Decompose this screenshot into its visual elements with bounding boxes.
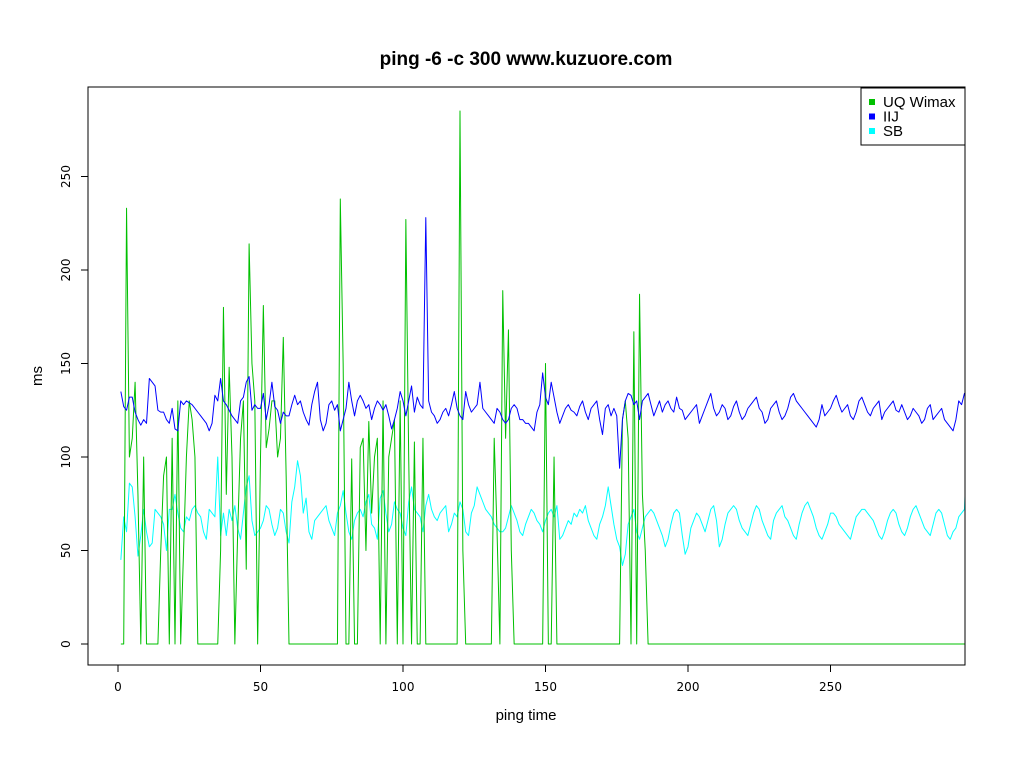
y-tick-label: 50 — [59, 543, 73, 558]
series-line-uq-wimax — [120, 110, 965, 645]
legend-label: UQ Wimax — [883, 94, 956, 111]
y-tick-label: 100 — [59, 446, 73, 469]
series-line-sb — [120, 456, 965, 566]
y-axis: 0 50 100 150 200 250 — [59, 165, 89, 648]
x-tick-label: 100 — [392, 680, 415, 694]
x-axis: 0 50 100 150 200 250 — [114, 664, 842, 694]
chart-title: ping -6 -c 300 www.kuzuore.com — [380, 49, 673, 70]
x-tick-label: 200 — [677, 680, 700, 694]
y-tick-label: 250 — [59, 165, 73, 188]
series-line-iij — [120, 217, 965, 469]
y-tick-label: 200 — [59, 259, 73, 282]
y-axis-label: ms — [29, 366, 46, 386]
x-tick-label: 150 — [534, 680, 557, 694]
legend-swatch — [869, 99, 875, 105]
x-tick-label: 0 — [114, 680, 122, 694]
legend-swatch — [869, 128, 875, 134]
legend-label: IIJ — [883, 109, 899, 126]
x-axis-label: ping time — [496, 707, 557, 724]
legend-box — [860, 87, 966, 146]
legend-label: SB — [883, 123, 903, 140]
x-tick-label: 50 — [253, 680, 268, 694]
y-tick-label: 0 — [59, 640, 73, 648]
legend-swatch — [869, 113, 875, 120]
x-tick-label: 250 — [819, 680, 842, 694]
series-layer — [120, 110, 965, 645]
y-tick-label: 150 — [59, 352, 73, 375]
